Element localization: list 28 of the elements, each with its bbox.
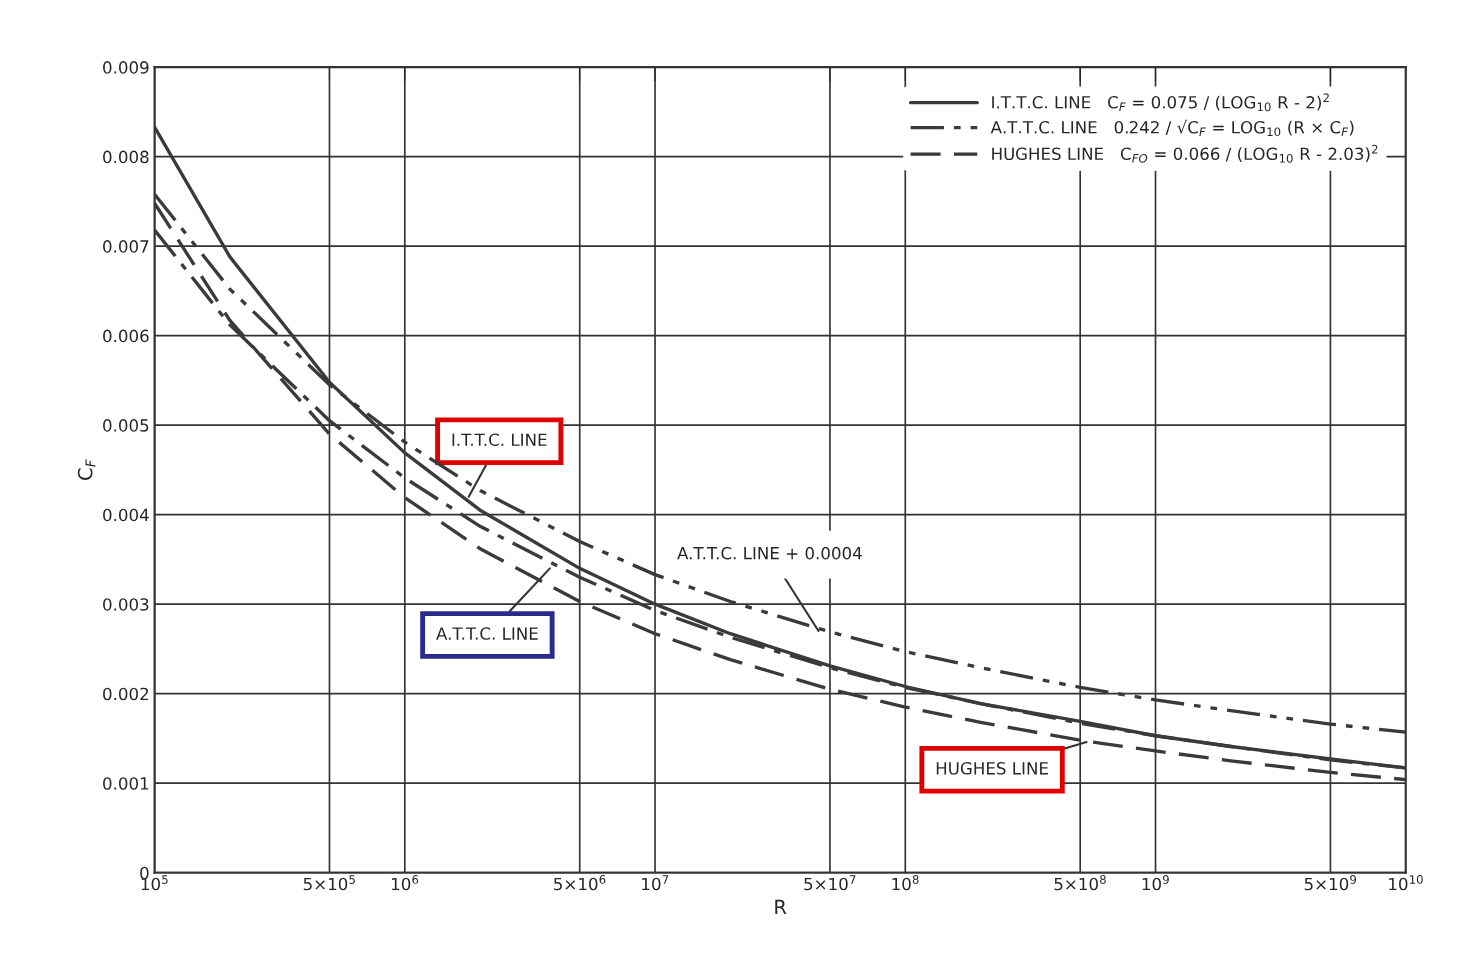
y-tick-label: 0.004 [103, 508, 149, 522]
x-tick-label: 10$^{6}$ [391, 875, 419, 891]
y-tick-label: 0.009 [103, 61, 149, 74]
legend-label: HUGHES LINE C$_{FO}$ = 0.066 / (LOG$_{10}$ R - 2.03)$^{2}$ [992, 144, 1378, 163]
annotation: A.T.T.C. LINE [436, 627, 538, 640]
y-tick-label: 0.008 [103, 150, 149, 164]
x-tick-label: 10$^{8}$ [892, 875, 919, 891]
y-axis-title: C$_{F}$ [77, 459, 96, 480]
x-tick-label: 10$^{7}$ [642, 875, 669, 891]
annotation: A.T.T.C. LINE + 0.0004 [677, 546, 862, 560]
y-tick-label: 0.003 [103, 598, 149, 611]
legend-label: A.T.T.C. LINE 0.242 / √C$_{F}$ = LOG$_{10}$ (R × C$_{F}$) [990, 119, 1354, 137]
x-tick-label: 5×10$^{8}$ [1054, 875, 1106, 891]
x-axis-title: R [775, 899, 787, 915]
x-tick-label: 5×10$^{5}$ [303, 875, 355, 891]
y-tick-label: 0.007 [103, 240, 149, 253]
legend-label: I.T.T.C. LINE C$_{F}$ = 0.075 / (LOG$_{10}$ R - 2)$^{2}$ [992, 93, 1329, 112]
annotation: I.T.T.C. LINE [452, 433, 547, 447]
y-tick-label: 0.001 [103, 777, 149, 790]
x-tick-label: 5×10$^{7}$ [804, 875, 856, 891]
x-tick-label: 10$^{10}$ [1389, 875, 1423, 891]
x-tick-label: 10$^{9}$ [1142, 875, 1169, 891]
y-tick-label: 0.005 [103, 419, 149, 432]
x-tick-label: 5×10$^{9}$ [1304, 875, 1357, 891]
annotation: HUGHES LINE [936, 762, 1048, 775]
x-tick-label: 5×10$^{6}$ [554, 875, 606, 891]
y-tick-label: 0.006 [103, 329, 149, 343]
y-tick-label: 0.002 [103, 687, 149, 701]
